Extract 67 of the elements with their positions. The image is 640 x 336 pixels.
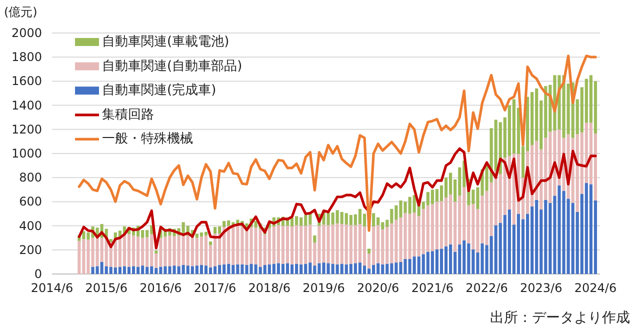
y-tick-label: 1000 bbox=[11, 146, 42, 160]
bar bbox=[444, 246, 448, 274]
bar bbox=[281, 264, 285, 274]
legend-label: 自動車関連(完成車) bbox=[102, 82, 216, 98]
bar bbox=[286, 263, 290, 274]
x-tick-label: 2019/6 bbox=[302, 281, 345, 295]
legend-label: 集積回路 bbox=[102, 107, 154, 122]
y-tick-label: 1600 bbox=[11, 74, 42, 88]
bar bbox=[367, 248, 371, 254]
x-tick-label: 2014/6 bbox=[30, 281, 74, 295]
x-tick-label: 2024/6 bbox=[574, 281, 617, 295]
y-tick-label: 600 bbox=[19, 194, 42, 209]
x-tick-label: 2022/6 bbox=[466, 281, 508, 295]
bar bbox=[214, 227, 217, 234]
y-tick-label: 2000 bbox=[11, 26, 42, 40]
y-tick-label: 400 bbox=[19, 218, 42, 233]
y-tick-label: 1200 bbox=[11, 122, 42, 136]
bar bbox=[122, 235, 126, 266]
y-axis-title: (億元) bbox=[4, 5, 38, 19]
bar bbox=[286, 226, 290, 264]
x-tick-label: 2020/6 bbox=[356, 281, 400, 295]
bar bbox=[313, 235, 316, 243]
bar bbox=[204, 235, 208, 266]
y-tick-label: 800 bbox=[19, 170, 42, 185]
bar bbox=[208, 267, 212, 274]
bar bbox=[440, 248, 444, 274]
text: 出所：データより作成 bbox=[490, 310, 630, 326]
bar bbox=[132, 266, 136, 274]
x-tick-label: 2015/6 bbox=[85, 281, 128, 295]
y-tick-label: 1400 bbox=[11, 98, 42, 112]
bar bbox=[78, 240, 81, 274]
y-tick-label: 0 bbox=[34, 267, 42, 281]
x-tick-label: 2016/6 bbox=[140, 281, 182, 295]
legend-label: 一般・特殊機械 bbox=[102, 132, 193, 147]
bar bbox=[516, 214, 520, 274]
y-tick-label: 200 bbox=[19, 242, 42, 257]
bar bbox=[204, 266, 208, 274]
bar bbox=[290, 226, 294, 264]
bar bbox=[358, 208, 362, 224]
bar bbox=[281, 226, 285, 264]
x-tick-label: 2023/6 bbox=[520, 281, 562, 295]
legend-label: 自動車関連(自動車部品) bbox=[102, 58, 242, 74]
bar bbox=[127, 266, 131, 274]
bar bbox=[127, 234, 131, 267]
bar bbox=[358, 262, 362, 274]
line-series bbox=[78, 54, 597, 232]
bar bbox=[208, 241, 212, 246]
bar bbox=[109, 239, 112, 242]
bar bbox=[362, 266, 366, 274]
bar bbox=[204, 232, 208, 236]
x-tick-label: 2021/6 bbox=[411, 281, 454, 295]
bar bbox=[132, 235, 136, 266]
bar bbox=[444, 197, 448, 246]
bar bbox=[440, 201, 444, 249]
x-tick-label: 2018/6 bbox=[248, 281, 290, 295]
bar bbox=[154, 250, 158, 254]
bar bbox=[362, 226, 366, 266]
bar bbox=[367, 268, 371, 274]
y-tick-label: 1800 bbox=[11, 50, 42, 64]
bar bbox=[358, 224, 362, 263]
bar bbox=[372, 213, 376, 226]
bar bbox=[290, 264, 294, 274]
line-series bbox=[78, 147, 597, 250]
bar bbox=[290, 218, 294, 226]
legend-label: 自動車関連(車載電池) bbox=[102, 34, 230, 50]
x-tick-label: 2017/6 bbox=[194, 281, 236, 295]
bar bbox=[122, 266, 126, 274]
